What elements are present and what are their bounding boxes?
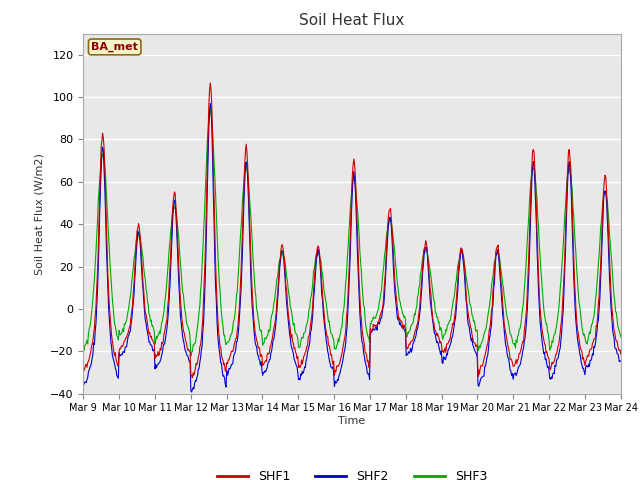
- SHF3: [79, 348, 87, 353]
- SHF2: [79, 382, 87, 388]
- Legend: SHF1, SHF2, SHF3: SHF1, SHF2, SHF3: [212, 465, 492, 480]
- SHF3: [229, 324, 237, 330]
- SHF1: [435, 334, 442, 339]
- SHF2: [188, 389, 195, 395]
- SHF1: [189, 375, 196, 381]
- SHF2: [435, 341, 442, 347]
- SHF1: [419, 264, 426, 269]
- SHF1: [89, 337, 97, 343]
- SHF1: [617, 351, 625, 357]
- SHF1: [229, 349, 237, 355]
- SHF2: [229, 361, 237, 367]
- SHF3: [187, 353, 195, 359]
- SHF2: [617, 358, 625, 364]
- SHF3: [435, 319, 442, 325]
- SHF1: [79, 367, 87, 372]
- SHF3: [207, 107, 215, 113]
- SHF2: [145, 334, 152, 339]
- SHF3: [200, 230, 207, 236]
- SHF1: [207, 80, 214, 86]
- Text: BA_met: BA_met: [92, 42, 138, 52]
- Line: SHF3: SHF3: [83, 110, 621, 356]
- SHF3: [145, 301, 152, 307]
- Line: SHF2: SHF2: [83, 104, 621, 392]
- SHF2: [419, 269, 426, 275]
- Line: SHF1: SHF1: [83, 83, 621, 378]
- Title: Soil Heat Flux: Soil Heat Flux: [300, 13, 404, 28]
- SHF2: [207, 101, 214, 107]
- SHF3: [419, 256, 426, 262]
- SHF3: [89, 295, 97, 301]
- Y-axis label: Soil Heat Flux (W/m2): Soil Heat Flux (W/m2): [35, 153, 44, 275]
- SHF1: [200, 296, 207, 302]
- SHF3: [617, 334, 625, 340]
- SHF2: [200, 320, 207, 325]
- SHF1: [145, 326, 152, 332]
- SHF2: [89, 351, 97, 357]
- X-axis label: Time: Time: [339, 416, 365, 426]
